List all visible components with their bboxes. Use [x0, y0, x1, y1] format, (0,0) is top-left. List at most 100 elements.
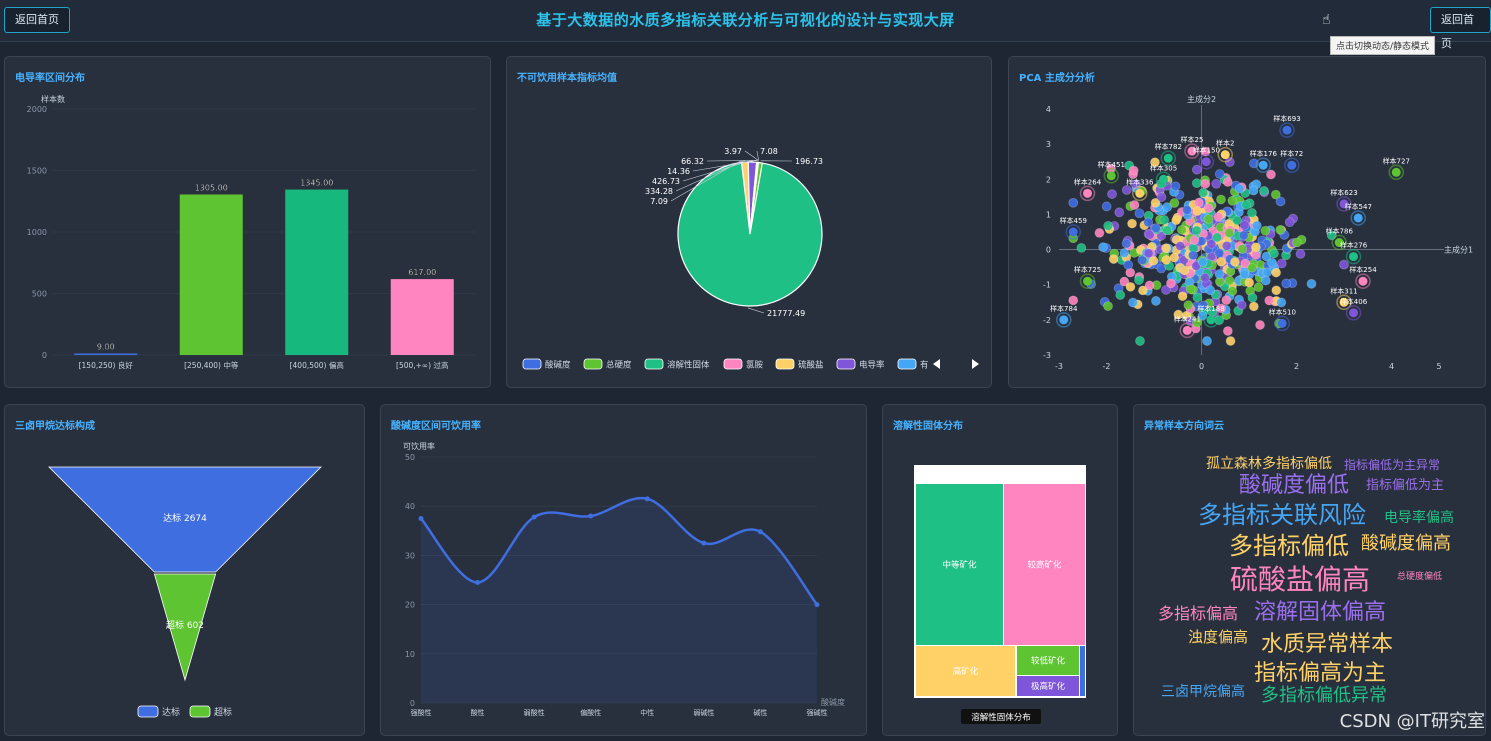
y-tick-label: 500 — [32, 290, 47, 299]
scatter-point-label: 样本276 — [1340, 241, 1368, 250]
scatter-point-labeled — [1349, 308, 1358, 318]
scatter-point — [1339, 259, 1349, 270]
legend-label: 溶解性固体 — [667, 360, 710, 371]
scatter-point — [1241, 199, 1252, 210]
scatter-point — [1262, 267, 1273, 278]
home-button-left[interactable]: 返回首页 — [4, 7, 70, 33]
x-tick-label: 弱碱性 — [693, 708, 714, 717]
pie-label-line — [706, 160, 758, 162]
scatter-point — [1247, 292, 1258, 303]
scatter-point-labeled — [1083, 188, 1092, 198]
legend-swatch — [897, 358, 917, 370]
scatter-point-halo — [1160, 150, 1176, 166]
scatter-point-label: 样本336 — [1126, 177, 1154, 186]
scatter-point-labeled — [1068, 227, 1078, 237]
pie-label-line — [682, 159, 753, 182]
treemap-breadcrumb-bg — [961, 709, 1041, 724]
scatter-point — [1161, 284, 1171, 295]
y-tick-label: 0 — [1046, 246, 1051, 255]
scatter-point-label: 样本188 — [1197, 304, 1224, 313]
scatter-point — [1189, 235, 1200, 245]
scatter-point — [1138, 285, 1148, 296]
scatter-point-halo — [1217, 146, 1233, 163]
y-tick-label: 1000 — [27, 228, 47, 237]
scatter-point — [1284, 217, 1295, 228]
scatter-point — [1266, 169, 1276, 180]
scatter-point — [1177, 291, 1188, 302]
scatter-point — [1239, 269, 1250, 280]
scatter-point — [1214, 169, 1225, 179]
scatter-point — [1121, 238, 1132, 249]
scatter-point-label: 样本241 — [1174, 314, 1201, 323]
scatter-point — [1224, 227, 1235, 238]
scatter-point — [1151, 223, 1161, 234]
scatter-point — [1162, 202, 1173, 212]
scatter-point — [1175, 241, 1186, 251]
scatter-point-halo — [1103, 168, 1119, 184]
x-tick-label: [150,250) 良好 — [79, 360, 134, 370]
treemap-cell-1 — [1004, 484, 1085, 645]
wordcloud-word: 多指标关联风险 — [1198, 501, 1366, 529]
x-tick-label: 酸性 — [471, 708, 485, 717]
scatter-point — [1191, 178, 1202, 189]
scatter-point — [1127, 218, 1137, 229]
scatter-point — [1150, 197, 1161, 208]
scatter-point-halo — [1336, 196, 1352, 212]
scatter-point — [1259, 185, 1269, 196]
wordcloud-word: 水质异常样本 — [1261, 632, 1394, 657]
thm-panel-title: 三卤甲烷达标构成 — [15, 421, 95, 432]
y-axis-label: 可饮用率 — [403, 441, 435, 451]
scatter-point — [1227, 195, 1238, 206]
bar-data-label: 617.00 — [408, 268, 436, 277]
area-fill — [421, 498, 817, 703]
scatter-point — [1191, 225, 1202, 236]
legend-label: 硫酸盐 — [798, 360, 824, 371]
scatter-point — [1216, 303, 1227, 314]
scatter-point-label: 样本727 — [1383, 156, 1410, 165]
scatter-point — [1237, 244, 1248, 254]
funnel-segment-0 — [48, 466, 322, 573]
scatter-point-labeled — [1220, 150, 1230, 160]
scatter-point — [1222, 326, 1233, 336]
scatter-point — [1200, 272, 1210, 283]
legend-next-icon[interactable] — [972, 359, 979, 369]
bar-data-label: 1305.00 — [195, 183, 228, 192]
scatter-point-halo — [1198, 153, 1214, 170]
scatter-point-label: 样本25 — [1181, 135, 1204, 144]
thm-funnel-chart: 达标 2674 超标 602 达标 超标 — [48, 466, 322, 718]
scatter-point — [1214, 248, 1225, 259]
y-tick-label: 3 — [1046, 140, 1051, 149]
scatter-point-label: 样本2 — [1216, 139, 1234, 148]
x-tick-label: 弱酸性 — [524, 708, 545, 717]
scatter-point — [1240, 258, 1251, 269]
wordcloud-panel: 异常样本方向词云 孤立森林多指标偏低 指标偏低为主异常 酸碱度偏低 指标偏低为主 多指标… — [1133, 404, 1486, 736]
scatter-point — [1107, 189, 1117, 199]
legend-prev-icon[interactable] — [933, 359, 940, 369]
unpotable-pie-chart: 3.97 7.08 196.73 66.3214.36426.73334.287.09… — [522, 147, 979, 371]
scatter-point — [1185, 284, 1196, 295]
scatter-point-label: 样本254 — [1349, 265, 1377, 274]
scatter-point-label: 样本693 — [1273, 114, 1300, 123]
home-button-right[interactable]: 返回首页 — [1430, 7, 1491, 50]
scatter-point — [1182, 205, 1192, 215]
thm-panel: 三卤甲烷达标构成 达标 2674 超标 602 达标 超标 — [4, 404, 365, 736]
line-point — [475, 579, 481, 585]
scatter-point — [1212, 232, 1223, 243]
scatter-point-halo — [1203, 312, 1219, 328]
conductivity-bar-chart: 样本数 0 500 1000 1500 2000 9.00 [150,250) 良好 1305.… — [27, 94, 475, 370]
x-tick-label: [400,500) 偏高 — [290, 360, 345, 370]
wordcloud-panel-title: 异常样本方向词云 — [1144, 421, 1224, 432]
scatter-point-label: 样本623 — [1330, 188, 1357, 197]
csdn-watermark: CSDN @IT研究室 — [1339, 711, 1485, 732]
x-axis-label: 主成分1 — [1444, 245, 1473, 255]
scatter-point — [1076, 242, 1087, 253]
pie-label-line — [670, 160, 742, 202]
scatter-point-labeled — [1391, 167, 1401, 177]
scatter-point — [1211, 178, 1222, 189]
scatter-point — [1271, 285, 1282, 296]
scatter-point — [1143, 248, 1154, 259]
scatter-point — [1271, 267, 1281, 278]
scatter-point — [1216, 256, 1227, 267]
scatter-point-labeled — [1339, 297, 1349, 307]
